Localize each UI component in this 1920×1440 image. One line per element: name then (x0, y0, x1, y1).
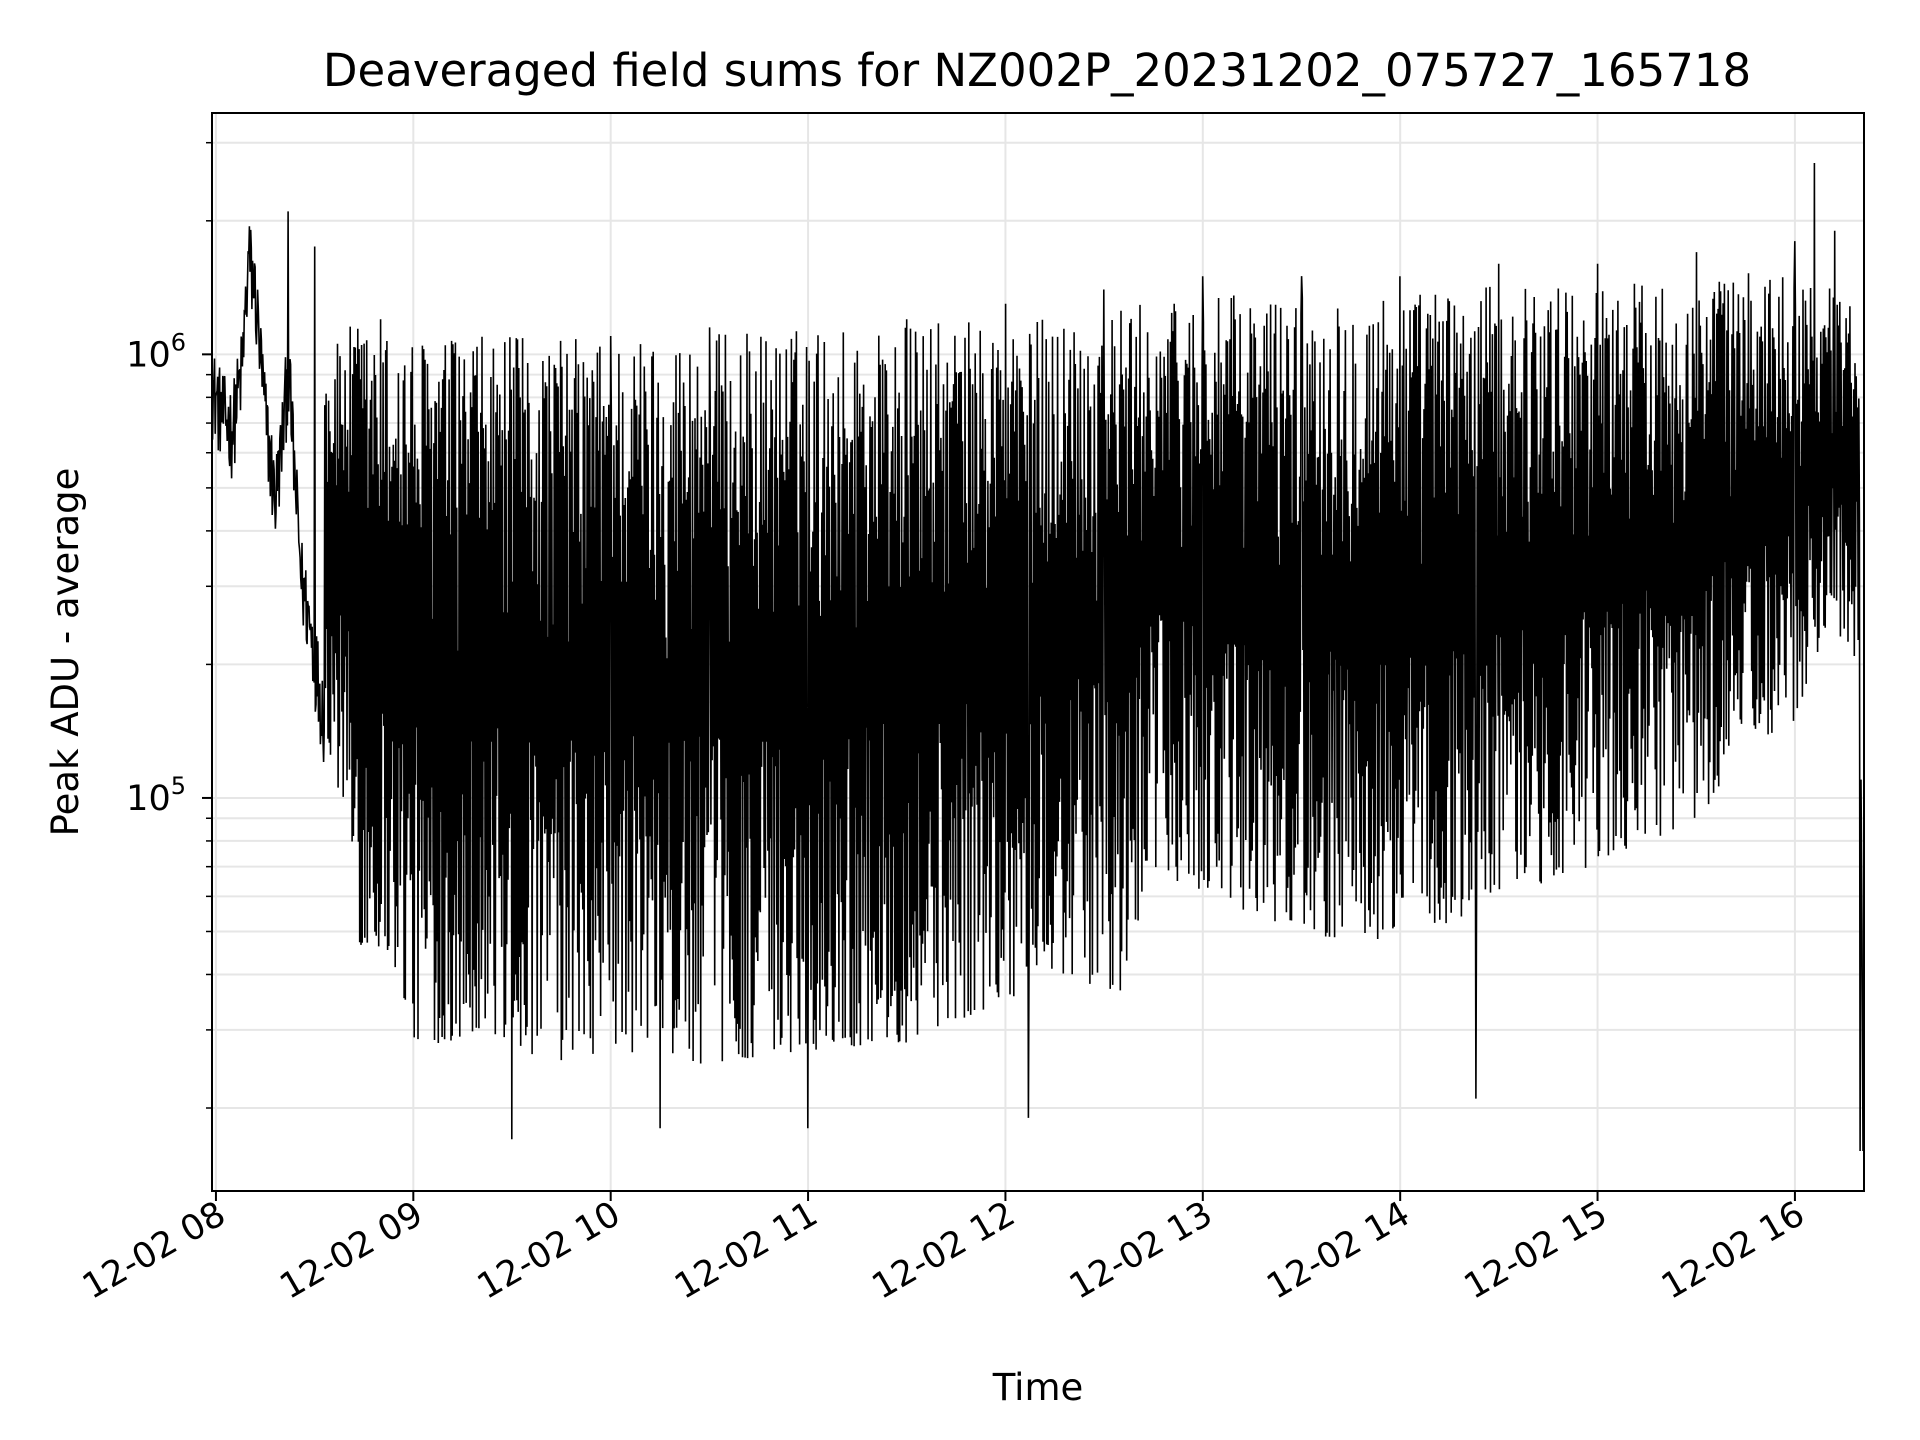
x-axis-label: Time (992, 1366, 1084, 1409)
plot-frame (211, 112, 1865, 1192)
y-tick-label: 106 (126, 328, 186, 375)
y-axis: 105 106 (126, 141, 212, 1109)
chart-title: Deaveraged field sums for NZ002P_2023120… (323, 44, 1751, 97)
series-line (211, 162, 1865, 1152)
series-line-group (211, 162, 1865, 1152)
y-tick-label: 105 (126, 772, 186, 819)
y-axis-label: Peak ADU - average (44, 468, 87, 837)
